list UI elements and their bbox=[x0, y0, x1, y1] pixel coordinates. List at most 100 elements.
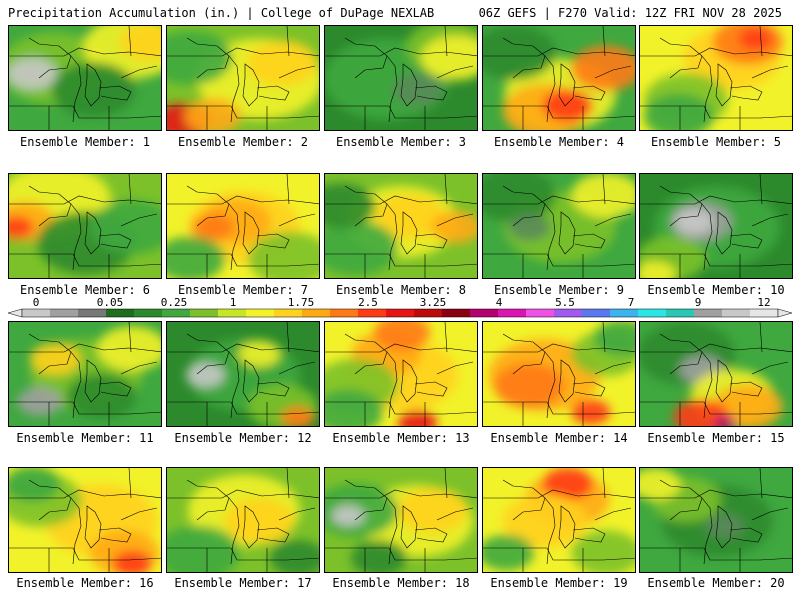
colorbar-segment bbox=[526, 309, 555, 317]
ensemble-panel-14 bbox=[482, 321, 636, 427]
ensemble-panel-2 bbox=[166, 25, 320, 131]
geographic-outlines bbox=[167, 26, 319, 130]
ensemble-member-label: Ensemble Member: 10 bbox=[647, 283, 785, 297]
colorbar-segment bbox=[414, 309, 443, 317]
precip-map-8 bbox=[325, 174, 477, 278]
colorbar-tick-label: 9 bbox=[695, 296, 702, 309]
precip-shade bbox=[397, 487, 468, 533]
ensemble-member-label: Ensemble Member: 3 bbox=[335, 135, 467, 149]
precip-shade bbox=[167, 236, 226, 278]
ensemble-member-label: Ensemble Member: 4 bbox=[493, 135, 625, 149]
ensemble-member-label: Ensemble Member: 14 bbox=[490, 431, 628, 445]
precip-shade bbox=[713, 415, 736, 426]
geographic-outlines bbox=[640, 468, 792, 572]
colorbar-segment bbox=[330, 309, 359, 317]
precip-map-9 bbox=[483, 174, 635, 278]
precip-map-7 bbox=[167, 174, 319, 278]
ensemble-member-label: Ensemble Member: 18 bbox=[332, 576, 470, 590]
ensemble-panel-15 bbox=[639, 321, 793, 427]
colorbar-segment bbox=[750, 309, 779, 317]
precip-shade bbox=[269, 540, 319, 572]
colorbar-segment bbox=[218, 309, 247, 317]
colorbar-tick-label: 1.75 bbox=[288, 296, 315, 309]
colorbar-segment bbox=[78, 309, 107, 317]
geographic-outlines bbox=[483, 174, 635, 278]
precip-shade bbox=[224, 498, 295, 544]
geographic-outlines bbox=[167, 322, 319, 426]
geographic-outlines bbox=[483, 26, 635, 130]
geographic-outlines bbox=[640, 174, 792, 278]
precip-shade bbox=[112, 550, 152, 572]
ensemble-panel-11 bbox=[8, 321, 162, 427]
precip-shade bbox=[502, 494, 587, 548]
precip-shade bbox=[483, 534, 535, 571]
geographic-outlines bbox=[9, 174, 161, 278]
ensemble-member-label: Ensemble Member: 11 bbox=[16, 431, 154, 445]
ensemble-panel-13 bbox=[324, 321, 478, 427]
precip-shade bbox=[542, 468, 593, 501]
ensemble-member-label: Ensemble Member: 8 bbox=[335, 283, 467, 297]
geographic-outlines bbox=[325, 468, 477, 572]
ensemble-panel-7 bbox=[166, 173, 320, 279]
colorbar-tick-label: 1 bbox=[230, 296, 237, 309]
ensemble-member-label: Ensemble Member: 5 bbox=[650, 135, 782, 149]
precip-shade bbox=[9, 468, 61, 502]
colorbar-segment bbox=[134, 309, 163, 317]
precip-shade bbox=[674, 209, 714, 235]
geographic-outlines bbox=[640, 322, 792, 426]
precip-shade bbox=[640, 468, 681, 501]
precip-shade bbox=[167, 525, 240, 572]
geographic-outlines bbox=[483, 322, 635, 426]
colorbar-tick-label: 0.25 bbox=[161, 296, 188, 309]
precip-shade bbox=[66, 373, 137, 419]
precip-shade bbox=[374, 193, 445, 239]
precip-shade bbox=[185, 362, 226, 388]
ensemble-panel-18 bbox=[324, 467, 478, 573]
precip-shade bbox=[374, 322, 430, 351]
precip-shade bbox=[483, 174, 556, 223]
precip-shade bbox=[192, 213, 235, 241]
precip-shade bbox=[571, 45, 635, 91]
ensemble-panel-6 bbox=[8, 173, 162, 279]
precip-shade bbox=[17, 387, 63, 416]
colorbar-segment bbox=[666, 309, 695, 317]
geographic-outlines bbox=[325, 322, 477, 426]
colorbar-segment bbox=[498, 309, 527, 317]
colorbar-right-arrow bbox=[777, 308, 792, 318]
precip-shade bbox=[571, 174, 635, 218]
precip-map-14 bbox=[483, 322, 635, 426]
colorbar-segment bbox=[554, 309, 583, 317]
geographic-outlines bbox=[483, 468, 635, 572]
precip-shade bbox=[420, 35, 477, 81]
geographic-outlines bbox=[640, 26, 792, 130]
precip-map-4 bbox=[483, 26, 635, 130]
colorbar-tick-label: 5.5 bbox=[555, 296, 575, 309]
ensemble-panel-16 bbox=[8, 467, 162, 573]
precip-shade bbox=[325, 389, 384, 426]
precip-map-1 bbox=[9, 26, 161, 130]
precip-shade bbox=[247, 40, 318, 86]
colorbar-segment bbox=[582, 309, 611, 317]
colorbar-segment bbox=[638, 309, 667, 317]
geographic-outlines bbox=[9, 468, 161, 572]
ensemble-member-label: Ensemble Member: 6 bbox=[19, 283, 151, 297]
precip-map-12 bbox=[167, 322, 319, 426]
precip-shade bbox=[430, 210, 477, 244]
precip-map-15 bbox=[640, 322, 792, 426]
precip-map-18 bbox=[325, 468, 477, 572]
geographic-outlines bbox=[9, 26, 161, 130]
colorbar-segment bbox=[386, 309, 415, 317]
precip-shade bbox=[325, 221, 398, 276]
colorbar-segment bbox=[22, 309, 51, 317]
ensemble-panel-1 bbox=[8, 25, 162, 131]
geographic-outlines bbox=[167, 468, 319, 572]
precip-shade bbox=[51, 62, 136, 117]
precip-map-2 bbox=[167, 26, 319, 130]
ensemble-panel-19 bbox=[482, 467, 636, 573]
geographic-outlines bbox=[325, 26, 477, 130]
colorbar-segment bbox=[610, 309, 639, 317]
colorbar-segment bbox=[358, 309, 387, 317]
ensemble-panel-9 bbox=[482, 173, 636, 279]
colorbar-tick-label: 0.05 bbox=[97, 296, 124, 309]
precip-shade bbox=[483, 26, 556, 80]
